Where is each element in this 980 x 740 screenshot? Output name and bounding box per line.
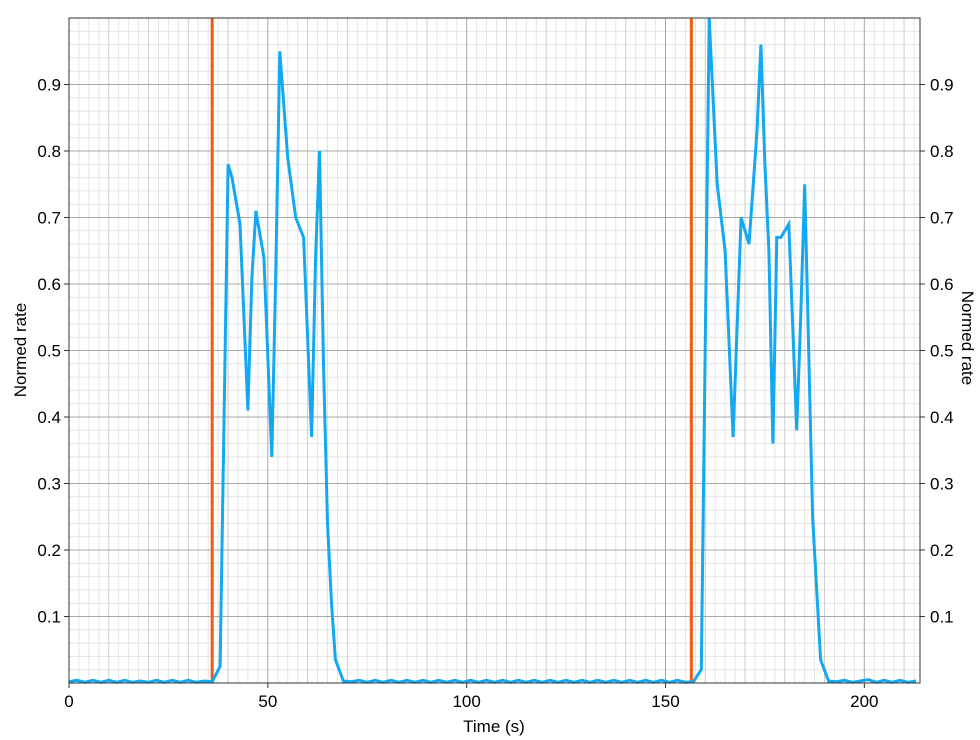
y-tick-label-right: 0.9: [930, 76, 954, 95]
axis-ticks: [64, 84, 925, 688]
y-axis-label-left: Normed rate: [11, 303, 30, 397]
y-tick-label-left: 0.5: [37, 342, 61, 361]
y-tick-label-right: 0.3: [930, 475, 954, 494]
x-tick-label: 200: [850, 692, 878, 711]
y-tick-label-left: 0.7: [37, 209, 61, 228]
series-group: [68, 17, 917, 684]
y-tick-label-left: 0.1: [37, 608, 61, 627]
y-tick-label-left: 0.8: [37, 142, 61, 161]
x-axis-label: Time (s): [463, 717, 525, 736]
y-tick-labels-left: 0.1 0.2 0.3 0.4 0.5 0.6 0.7 0.8 0.9: [37, 76, 61, 627]
y-tick-label-right: 0.7: [930, 209, 954, 228]
x-tick-label: 100: [452, 692, 480, 711]
x-tick-label: 0: [64, 692, 73, 711]
y-tick-label-right: 0.5: [930, 342, 954, 361]
y-tick-label-left: 0.4: [37, 408, 61, 427]
x-tick-label: 150: [651, 692, 679, 711]
y-tick-label-left: 0.3: [37, 475, 61, 494]
y-tick-label-right: 0.2: [930, 541, 954, 560]
y-tick-label-left: 0.6: [37, 275, 61, 294]
y-tick-label-right: 0.4: [930, 408, 954, 427]
x-tick-label: 50: [258, 692, 277, 711]
vertical-markers: [210, 18, 693, 683]
y-tick-label-right: 0.8: [930, 142, 954, 161]
series-line: [68, 17, 917, 684]
y-axis-label-right: Normed rate: [958, 291, 977, 385]
y-tick-label-right: 0.6: [930, 275, 954, 294]
y-tick-label-left: 0.9: [37, 76, 61, 95]
y-tick-label-left: 0.2: [37, 541, 61, 560]
x-tick-labels: 0 50 100 150 200: [64, 692, 878, 711]
y-tick-label-right: 0.1: [930, 608, 954, 627]
y-tick-labels-right: 0.1 0.2 0.3 0.4 0.5 0.6 0.7 0.8 0.9: [930, 76, 954, 627]
